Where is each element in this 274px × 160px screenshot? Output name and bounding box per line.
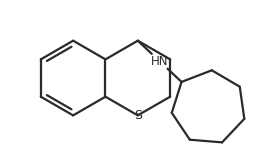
Text: S: S xyxy=(134,109,142,122)
Text: HN: HN xyxy=(151,55,169,68)
